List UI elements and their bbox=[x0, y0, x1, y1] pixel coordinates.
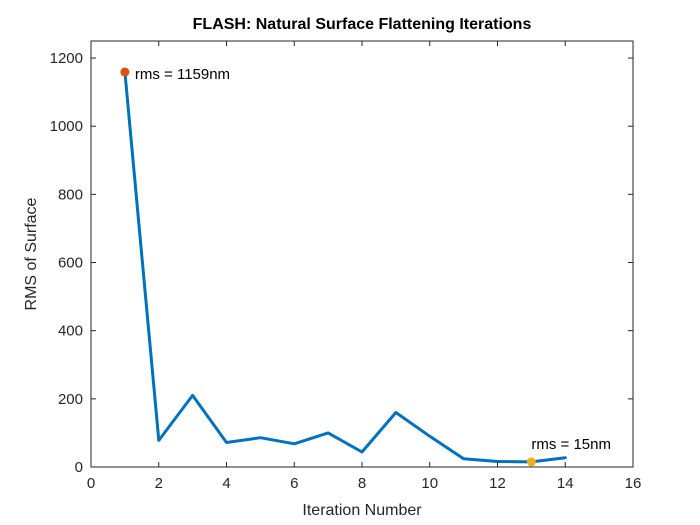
y-axis-label: RMS of Surface bbox=[23, 197, 40, 310]
series-layer bbox=[123, 70, 567, 464]
y-tick-label: 200 bbox=[58, 391, 83, 408]
annotation-label: rms = 15nm bbox=[531, 436, 611, 453]
y-tick-label: 1000 bbox=[50, 118, 83, 135]
series-line bbox=[123, 70, 567, 464]
y-tick-label: 600 bbox=[58, 255, 83, 272]
y-tick-label: 1200 bbox=[50, 50, 83, 67]
x-tick-label: 12 bbox=[489, 475, 506, 492]
x-tick-label: 6 bbox=[290, 475, 298, 492]
plot-area bbox=[91, 41, 633, 467]
x-tick-label: 0 bbox=[87, 475, 95, 492]
annotation-label: rms = 1159nm bbox=[135, 66, 230, 83]
y-ticks: 0 200 400 600 800 1000 1200 bbox=[50, 50, 633, 476]
annotation-marker bbox=[526, 457, 536, 467]
annotation-marker bbox=[120, 67, 130, 77]
x-tick-label: 2 bbox=[155, 475, 163, 492]
marker-layer: rms = 1159nm rms = 15nm bbox=[120, 66, 611, 467]
x-tick-label: 14 bbox=[557, 475, 574, 492]
x-tick-label: 4 bbox=[222, 475, 230, 492]
x-tick-label: 16 bbox=[625, 475, 642, 492]
x-axis-label: Iteration Number bbox=[302, 502, 422, 519]
x-ticks: 0 2 4 6 8 10 12 14 16 bbox=[87, 41, 642, 492]
y-tick-label: 0 bbox=[75, 459, 83, 476]
y-tick-label: 400 bbox=[58, 323, 83, 340]
y-tick-label: 800 bbox=[58, 186, 83, 203]
x-tick-label: 10 bbox=[421, 475, 438, 492]
chart-title: FLASH: Natural Surface Flattening Iterat… bbox=[193, 16, 532, 33]
x-tick-label: 8 bbox=[358, 475, 366, 492]
